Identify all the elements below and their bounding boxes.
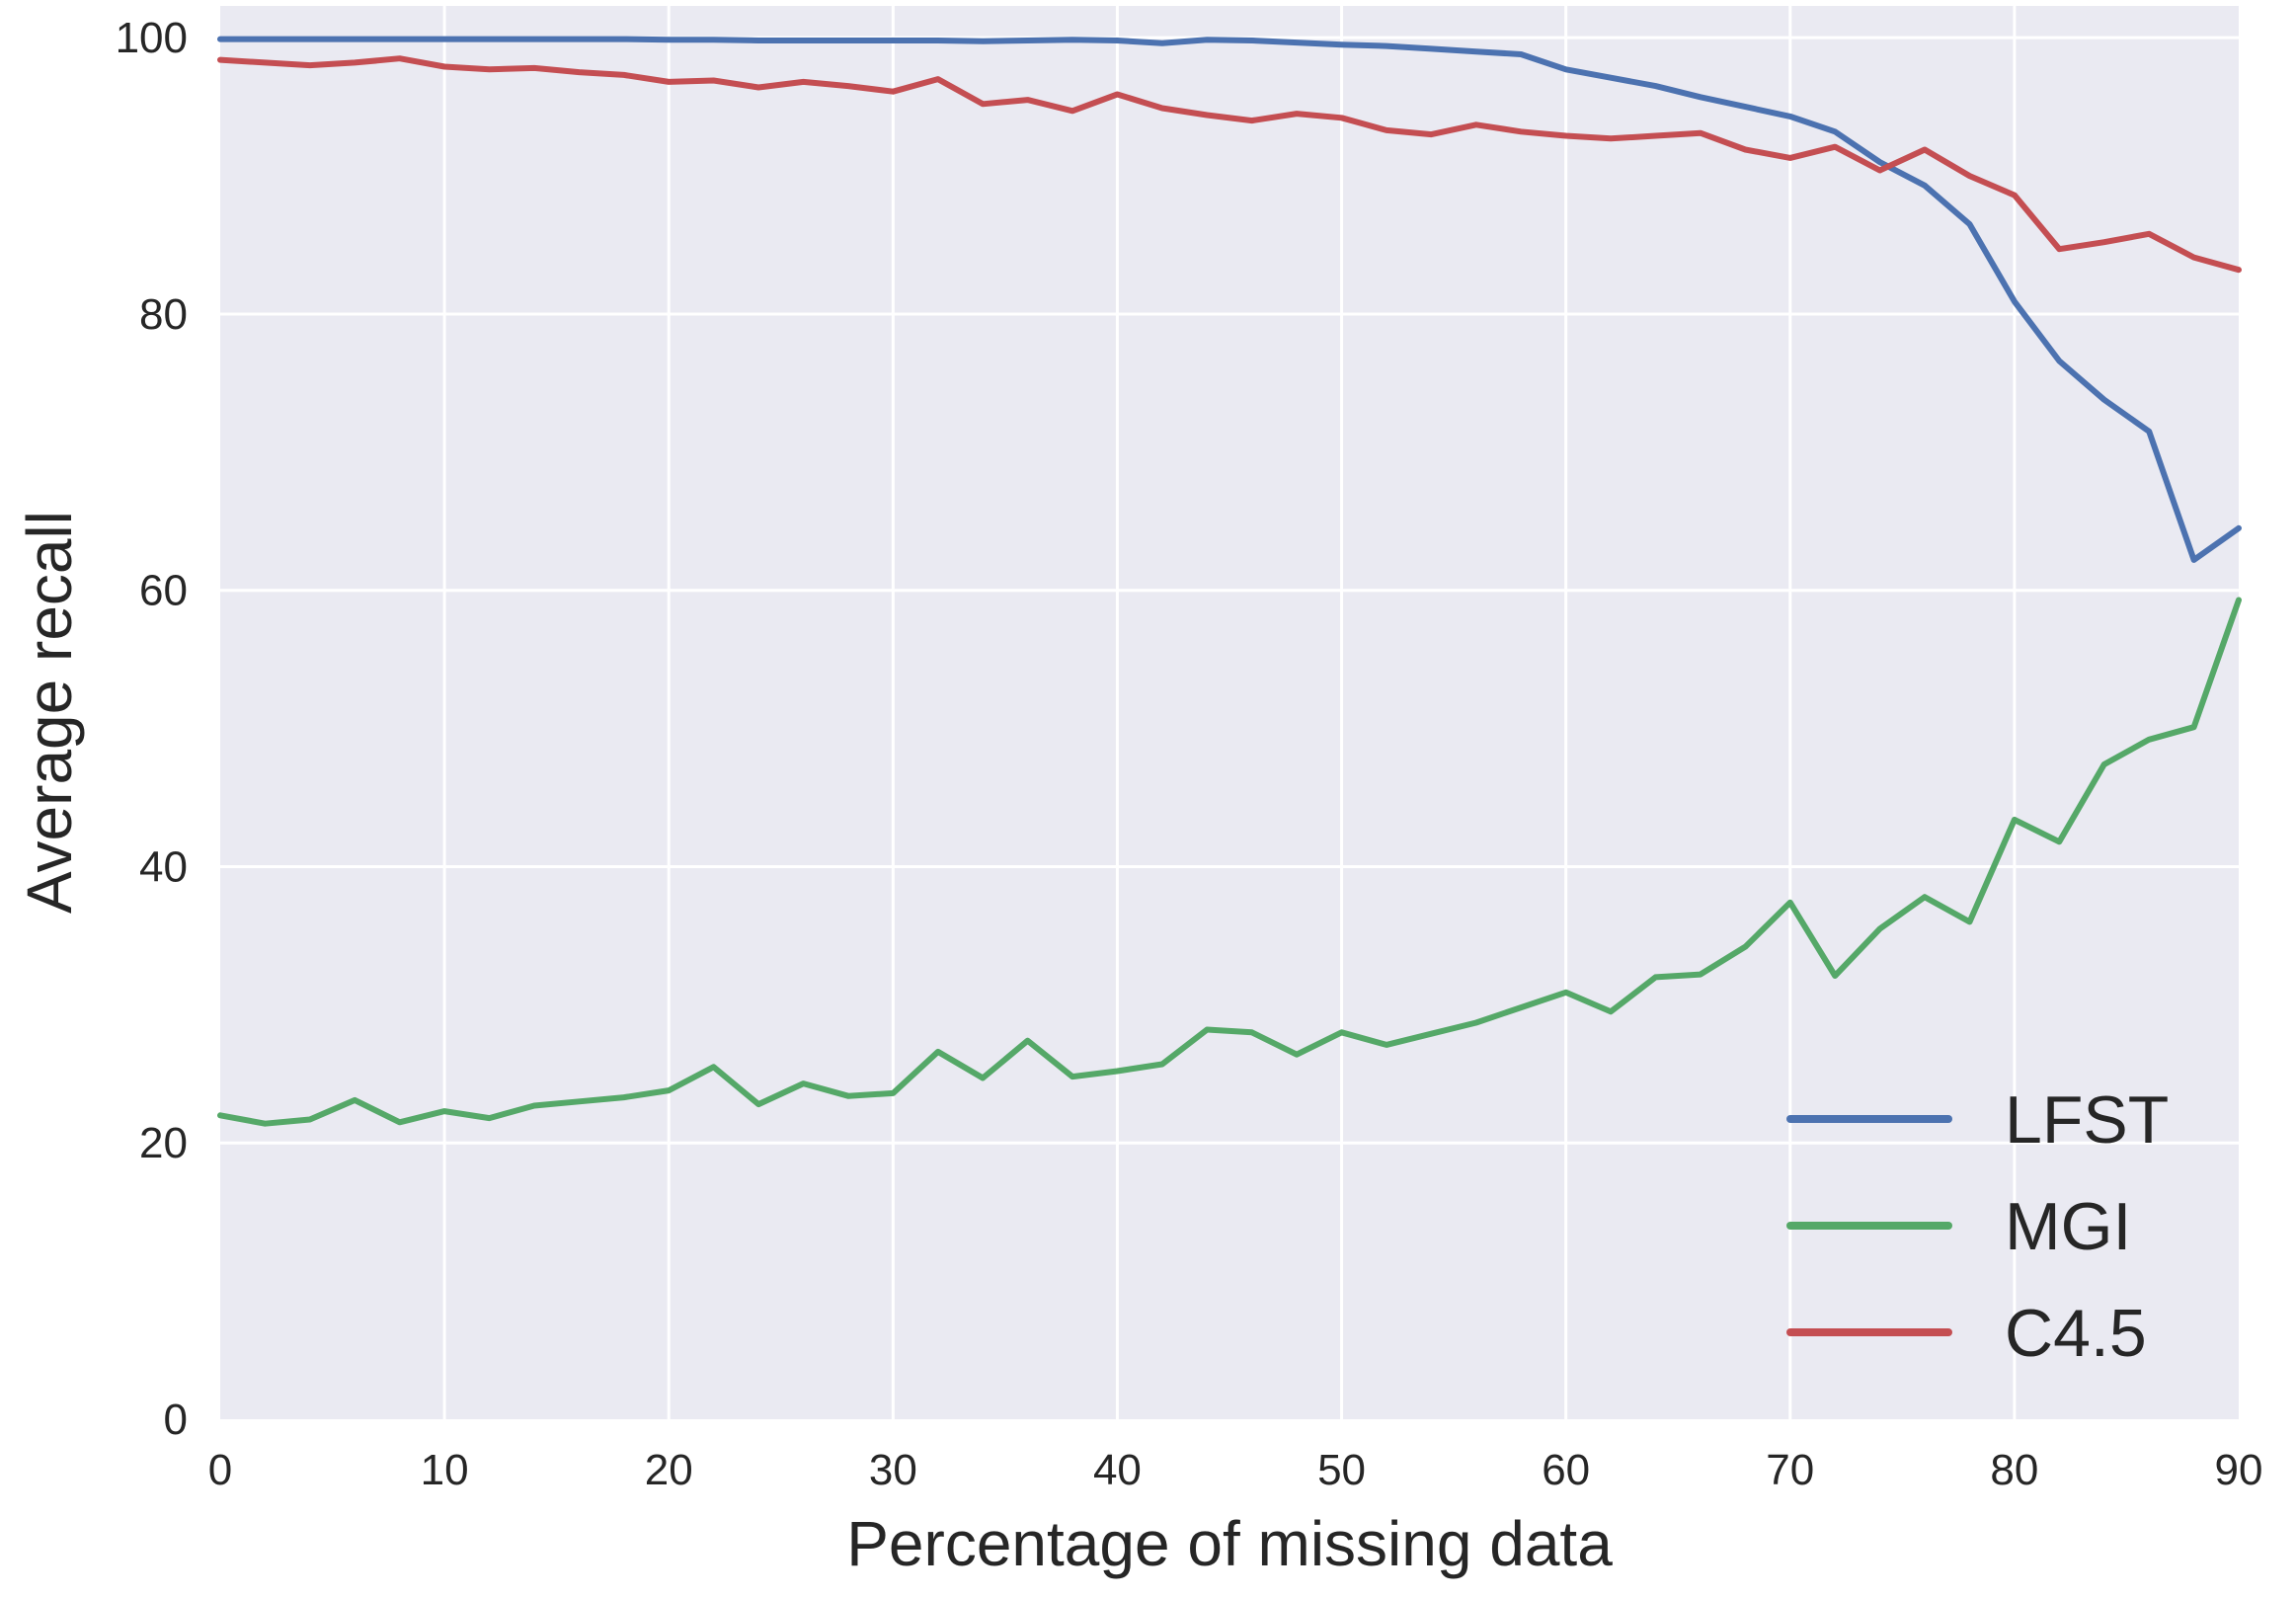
y-tick-label: 40 [139, 842, 188, 891]
legend-label-lfst: LFST [2005, 1082, 2169, 1158]
x-tick-label: 0 [208, 1446, 232, 1494]
x-axis-tick-labels: 0 10 20 30 40 50 60 70 80 90 [208, 1446, 2263, 1494]
y-tick-label: 60 [139, 567, 188, 615]
x-tick-label: 50 [1317, 1446, 1366, 1494]
x-tick-label: 80 [1990, 1446, 2038, 1494]
series-line-mgi [217, 597, 2242, 1127]
series-line-lfst [217, 36, 2242, 563]
y-tick-label: 100 [116, 14, 188, 62]
x-tick-label: 30 [869, 1446, 917, 1494]
x-tick-label: 90 [2215, 1446, 2263, 1494]
legend-label-c45: C4.5 [2005, 1296, 2147, 1371]
legend-label-mgi: MGI [2005, 1189, 2131, 1264]
x-tick-label: 10 [421, 1446, 469, 1494]
x-tick-label: 20 [645, 1446, 693, 1494]
legend: LFST MGI C4.5 [1786, 1082, 2169, 1371]
y-axis-tick-labels: 0 20 40 60 80 100 [116, 14, 188, 1444]
plot-area-background [220, 6, 2239, 1419]
x-axis-title: Percentage of missing data [846, 1508, 1613, 1579]
y-axis-title: Average recall [14, 511, 85, 914]
x-tick-label: 60 [1542, 1446, 1590, 1494]
y-tick-label: 80 [139, 290, 188, 339]
data-series-lines [217, 36, 2242, 1127]
y-tick-label: 20 [139, 1119, 188, 1167]
y-tick-label: 0 [164, 1396, 188, 1444]
x-tick-label: 40 [1093, 1446, 1142, 1494]
x-tick-label: 70 [1766, 1446, 1814, 1494]
series-line-c45 [217, 55, 2242, 274]
